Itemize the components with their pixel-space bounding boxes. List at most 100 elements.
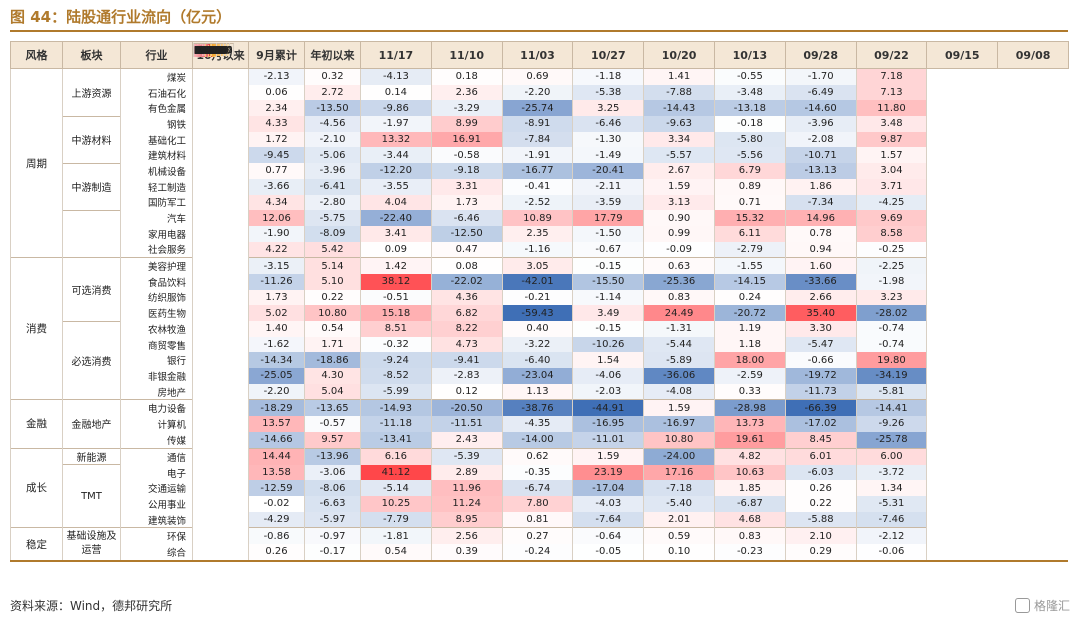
weekly-flow-cell: 0.09	[360, 241, 432, 258]
weekly-flow-cell: -25.74	[501, 100, 574, 117]
weekly-flow-cell: 3.05	[501, 257, 574, 274]
column-header: 年初以来	[304, 41, 361, 69]
weekly-flow-cell: 3.04	[855, 163, 928, 179]
bar-cell-inner: -10.66	[194, 43, 226, 56]
bar-value: -40.20	[194, 44, 227, 56]
bar-value: -19.86	[194, 44, 227, 56]
weekly-flow-cell: 8.51	[360, 321, 432, 337]
weekly-flow-cell: 1.72	[248, 131, 305, 148]
weekly-flow-cell: -5.57	[643, 147, 715, 164]
bar-value: -123.20	[194, 44, 233, 56]
bar-value: -0.23	[194, 44, 220, 56]
weekly-flow-cell: 1.13	[501, 383, 574, 400]
bar-value: -11.60	[194, 44, 227, 56]
bar-value: -11.78	[194, 44, 227, 56]
table-row: 非银金融 -29.27 -65.99 -61.08 -25.05 4.30 -8.52 -2.…	[11, 42, 1069, 384]
bar-value: 3.84	[194, 44, 217, 56]
bar-value: -7.33	[194, 44, 220, 56]
weekly-flow-cell: -2.20	[248, 383, 305, 400]
bar-value: 31.96	[194, 44, 223, 56]
bar-value: -9.82	[194, 44, 220, 56]
weekly-flow-cell: -1.30	[572, 131, 645, 148]
weekly-flow-cell: 0.62	[501, 447, 574, 465]
weekly-flow-cell: 9.87	[855, 131, 928, 148]
weekly-flow-cell: 4.68	[713, 511, 786, 528]
weekly-flow-cell: 10.80	[643, 431, 715, 448]
table-row: 商贸零售 -0.23 -14.20 -35.47 -1.62 1.71 -0.32 4.73-…	[11, 42, 1069, 353]
bar-cell-inner: -19.01	[194, 43, 226, 56]
weekly-flow-cell: -9.18	[430, 163, 503, 179]
weekly-flow-cell: -6.74	[501, 480, 574, 497]
bar-cell-inner: 3.40	[194, 44, 216, 57]
table-row: 国防军工 5.57 -1.26 0.54 4.34 -2.80 4.04 1.73 -2.52-…	[11, 42, 1069, 211]
bar-value: 107.29	[194, 44, 229, 56]
weekly-flow-cell: -5.39	[430, 447, 503, 465]
weekly-flow-cell: -3.15	[248, 257, 305, 274]
bar-cell-inner: -16.02	[194, 43, 226, 56]
bar-value: -17.95	[194, 44, 227, 56]
table-row: 食品饮料 31.96 -104.69 -156.26 -11.26 5.10 38.12 -2…	[11, 42, 1069, 290]
industry-cell: 电子	[120, 464, 193, 481]
bar-cell-inner: -27.18	[194, 44, 226, 57]
bar-cell-inner: -9.82	[194, 43, 220, 56]
weekly-flow-cell: -3.96	[784, 116, 857, 132]
bar-cell-inner: -35.47	[194, 43, 226, 56]
weekly-flow-cell: -14.93	[360, 399, 432, 417]
bar-value: -6.58	[194, 44, 220, 56]
weekly-flow-cell: -0.35	[501, 464, 574, 481]
weekly-flow-cell: -25.36	[643, 273, 715, 290]
bar-cell-inner: -16.09	[194, 43, 226, 56]
weekly-flow-cell: 0.32	[304, 67, 361, 85]
source-note: 资料来源：Wind，德邦研究所	[10, 599, 173, 613]
industry-cell: 建筑装饰	[120, 511, 193, 528]
bar-value: -52.09	[194, 44, 227, 56]
table-row: 必选消费 农林牧渔 10.45 7.16 -4.30 1.40 0.54 8.51 8.22 0.…	[11, 42, 1069, 400]
bar-cell-inner: -123.20	[194, 43, 233, 56]
bar-cell-inner: -0.23	[194, 43, 220, 56]
bar-cell-inner: 73.25	[194, 44, 223, 57]
weekly-flow-cell: 0.69	[501, 67, 574, 85]
weekly-flow-cell: -0.15	[572, 321, 645, 337]
weekly-flow-cell: 1.40	[248, 321, 305, 337]
weekly-flow-cell: 8.58	[855, 225, 928, 242]
bar-value: -2.21	[194, 44, 220, 56]
flow-table: 风格 板块 行业 10月以来 9月累计 年初以来 11/17 11/10 11/03 10/27 1…	[10, 41, 1069, 562]
industry-cell: 煤炭	[120, 67, 193, 85]
weekly-flow-cell: -22.40	[360, 210, 432, 226]
weekly-flow-cell: -3.06	[304, 464, 361, 481]
bar-cell: 5.97	[193, 42, 218, 56]
weekly-flow-cell: 3.71	[855, 178, 928, 195]
bar-cell-inner: -13.10	[194, 43, 226, 56]
industry-cell: 银行	[120, 352, 193, 369]
weekly-flow-cell: -38.76	[501, 399, 574, 417]
weekly-flow-cell: 1.34	[855, 480, 928, 497]
bar-cell-inner: -2.04	[194, 43, 220, 56]
weekly-flow-cell: 13.58	[248, 464, 305, 481]
weekly-flow-cell: -22.02	[430, 273, 503, 290]
weekly-flow-cell: -5.06	[304, 147, 361, 164]
bar-cell-inner: 51.63	[194, 43, 223, 56]
table-row: 交通运输 -25.78 -19.01 -7.33 -12.59 -8.06 -5.14 11.…	[11, 42, 1069, 497]
bar-cell-inner: 348.15	[194, 43, 229, 56]
weekly-flow-cell: -6.63	[304, 496, 361, 512]
weekly-flow-cell: -0.25	[855, 241, 928, 258]
table-row: 有色金属 -21.02 -40.20 -19.86 2.34 -13.50 -9.86 -3.…	[11, 42, 1069, 117]
sector-cell: 中游制造	[62, 162, 121, 211]
bar-value: -1.45	[194, 44, 220, 56]
weekly-flow-cell: 2.67	[643, 163, 715, 179]
weekly-flow-cell: -1.90	[248, 225, 305, 242]
bar-cell-inner: 5.57	[194, 43, 216, 56]
column-header: 板块	[62, 41, 121, 69]
weekly-flow-cell: -2.03	[572, 383, 645, 400]
bar-cell-inner: -11.60	[194, 43, 226, 56]
weekly-flow-cell: -18.29	[248, 399, 305, 417]
weekly-flow-cell: 6.79	[713, 163, 786, 179]
industry-cell: 医药生物	[120, 305, 193, 321]
bar-value: 55.49	[194, 44, 223, 56]
bar-value: 36.98	[194, 44, 223, 56]
weekly-flow-cell: -14.00	[501, 431, 574, 448]
weekly-flow-cell: 1.57	[855, 147, 928, 164]
bar-value: 7.16	[194, 44, 217, 56]
weekly-flow-cell: -34.19	[855, 368, 928, 384]
bar-cell: 19.37	[193, 42, 224, 57]
